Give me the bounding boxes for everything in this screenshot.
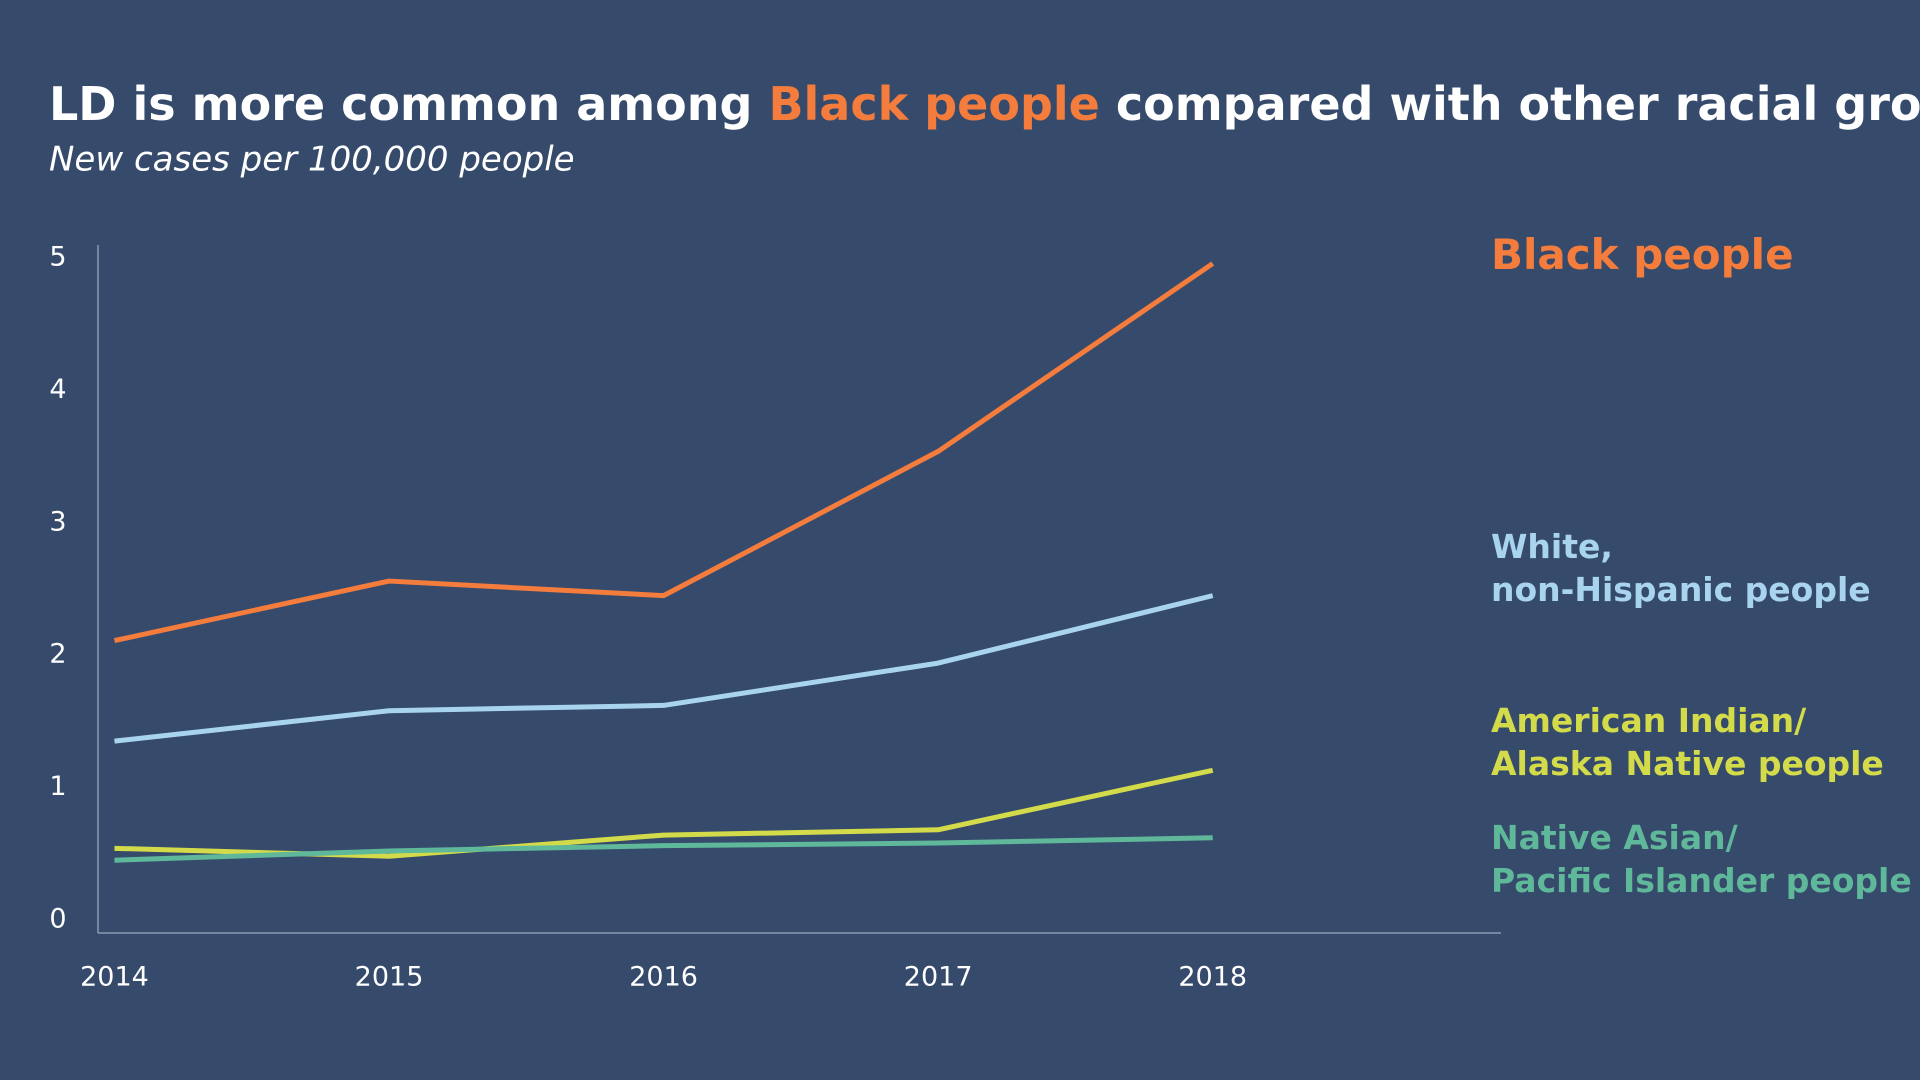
x-tick-label: 2015 — [355, 962, 424, 993]
y-tick-label: 1 — [49, 771, 66, 802]
x-tick-label: 2017 — [904, 962, 973, 993]
chart-subtitle: New cases per 100,000 people — [49, 140, 575, 180]
title-highlight: Black people — [768, 77, 1099, 131]
x-tick-label: 2018 — [1178, 962, 1247, 993]
series-line — [114, 593, 1214, 744]
x-tick-label: 2016 — [629, 962, 698, 993]
series-label: Black people — [1491, 230, 1794, 279]
series-label: American Indian/ Alaska Native people — [1491, 701, 1884, 783]
series-label: Native Asian/ Pacific Islander people — [1491, 818, 1912, 900]
series-label: White, non-Hispanic people — [1491, 527, 1871, 609]
y-tick-label: 0 — [49, 903, 66, 934]
y-tick-label: 3 — [49, 506, 66, 537]
y-tick-label: 2 — [49, 639, 66, 670]
chart-title: LD is more common among Black people com… — [49, 77, 1920, 131]
series-line — [113, 261, 1215, 644]
y-tick-label: 4 — [49, 374, 66, 405]
title-part: compared with other racial groups — [1100, 77, 1920, 131]
x-tick-label: 2014 — [80, 962, 149, 993]
title-part: LD is more common among — [49, 77, 768, 131]
y-tick-label: 5 — [49, 242, 66, 273]
series-line — [114, 835, 1213, 863]
